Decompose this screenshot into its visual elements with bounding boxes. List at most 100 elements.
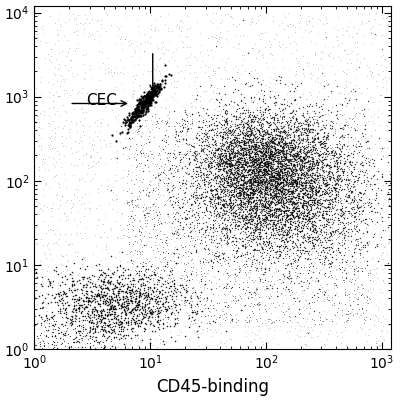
Point [242, 195, 248, 201]
Point [307, 166, 314, 173]
Point [262, 160, 269, 166]
Point [290, 167, 296, 174]
Point [188, 298, 195, 304]
Point [265, 180, 272, 186]
Point [301, 128, 307, 135]
Point [338, 213, 344, 219]
Point [244, 168, 250, 175]
Point [143, 123, 150, 129]
Point [237, 181, 244, 187]
Point [377, 53, 384, 59]
Point [317, 158, 324, 164]
Point [188, 152, 194, 158]
Point [260, 206, 267, 212]
Point [298, 148, 304, 154]
Point [232, 210, 238, 216]
Point [252, 206, 258, 212]
Point [97, 294, 104, 300]
Point [176, 179, 182, 185]
Point [319, 163, 325, 170]
Point [278, 174, 285, 180]
Point [262, 128, 268, 135]
Point [239, 145, 245, 152]
Point [293, 186, 300, 192]
Point [258, 155, 264, 162]
Point [285, 124, 292, 130]
Point [94, 320, 100, 327]
Point [264, 156, 270, 162]
Point [268, 172, 274, 178]
Point [266, 93, 272, 100]
Point [257, 159, 263, 165]
Point [226, 130, 232, 136]
Point [271, 140, 278, 147]
Point [279, 128, 286, 134]
Point [82, 333, 88, 339]
Point [186, 140, 192, 147]
Point [125, 213, 132, 220]
Point [300, 210, 306, 216]
Point [332, 71, 338, 78]
Point [101, 323, 107, 330]
Point [219, 160, 226, 167]
Point [308, 178, 314, 184]
Point [115, 290, 121, 296]
Point [353, 294, 359, 301]
Point [112, 330, 118, 336]
Point [314, 160, 321, 167]
Point [43, 305, 49, 312]
Point [55, 17, 62, 24]
Point [207, 178, 214, 185]
Point [280, 136, 286, 142]
Point [177, 184, 183, 191]
Point [289, 206, 296, 212]
Point [292, 168, 298, 174]
Point [250, 181, 256, 188]
Point [273, 198, 280, 205]
Point [221, 122, 227, 128]
Point [300, 194, 306, 200]
Point [138, 99, 144, 106]
Point [147, 309, 154, 316]
Point [275, 163, 282, 170]
Point [264, 152, 271, 158]
Point [327, 270, 333, 276]
Point [182, 152, 188, 158]
Point [207, 198, 213, 204]
Point [263, 168, 270, 174]
Point [216, 232, 222, 238]
Point [173, 231, 179, 238]
Point [283, 243, 290, 249]
Point [266, 191, 273, 197]
Point [246, 48, 252, 55]
Point [240, 252, 246, 258]
Point [239, 62, 245, 68]
Point [279, 40, 285, 47]
Point [286, 165, 293, 172]
Point [220, 186, 226, 192]
Point [55, 180, 62, 186]
Point [315, 188, 321, 194]
Point [328, 125, 335, 132]
Point [54, 148, 60, 154]
Point [98, 341, 105, 347]
Point [286, 221, 293, 228]
Point [181, 298, 187, 304]
Point [238, 252, 244, 259]
Point [212, 138, 219, 144]
Point [300, 183, 306, 189]
Point [298, 146, 304, 152]
Point [154, 43, 160, 49]
Point [249, 190, 256, 196]
Point [306, 18, 312, 24]
Point [222, 188, 229, 195]
Point [304, 212, 310, 218]
Point [224, 134, 230, 140]
Point [260, 170, 267, 177]
Point [186, 225, 193, 232]
Point [272, 206, 279, 212]
Point [262, 172, 268, 178]
Point [297, 241, 303, 247]
Point [218, 262, 224, 268]
Point [307, 233, 314, 240]
